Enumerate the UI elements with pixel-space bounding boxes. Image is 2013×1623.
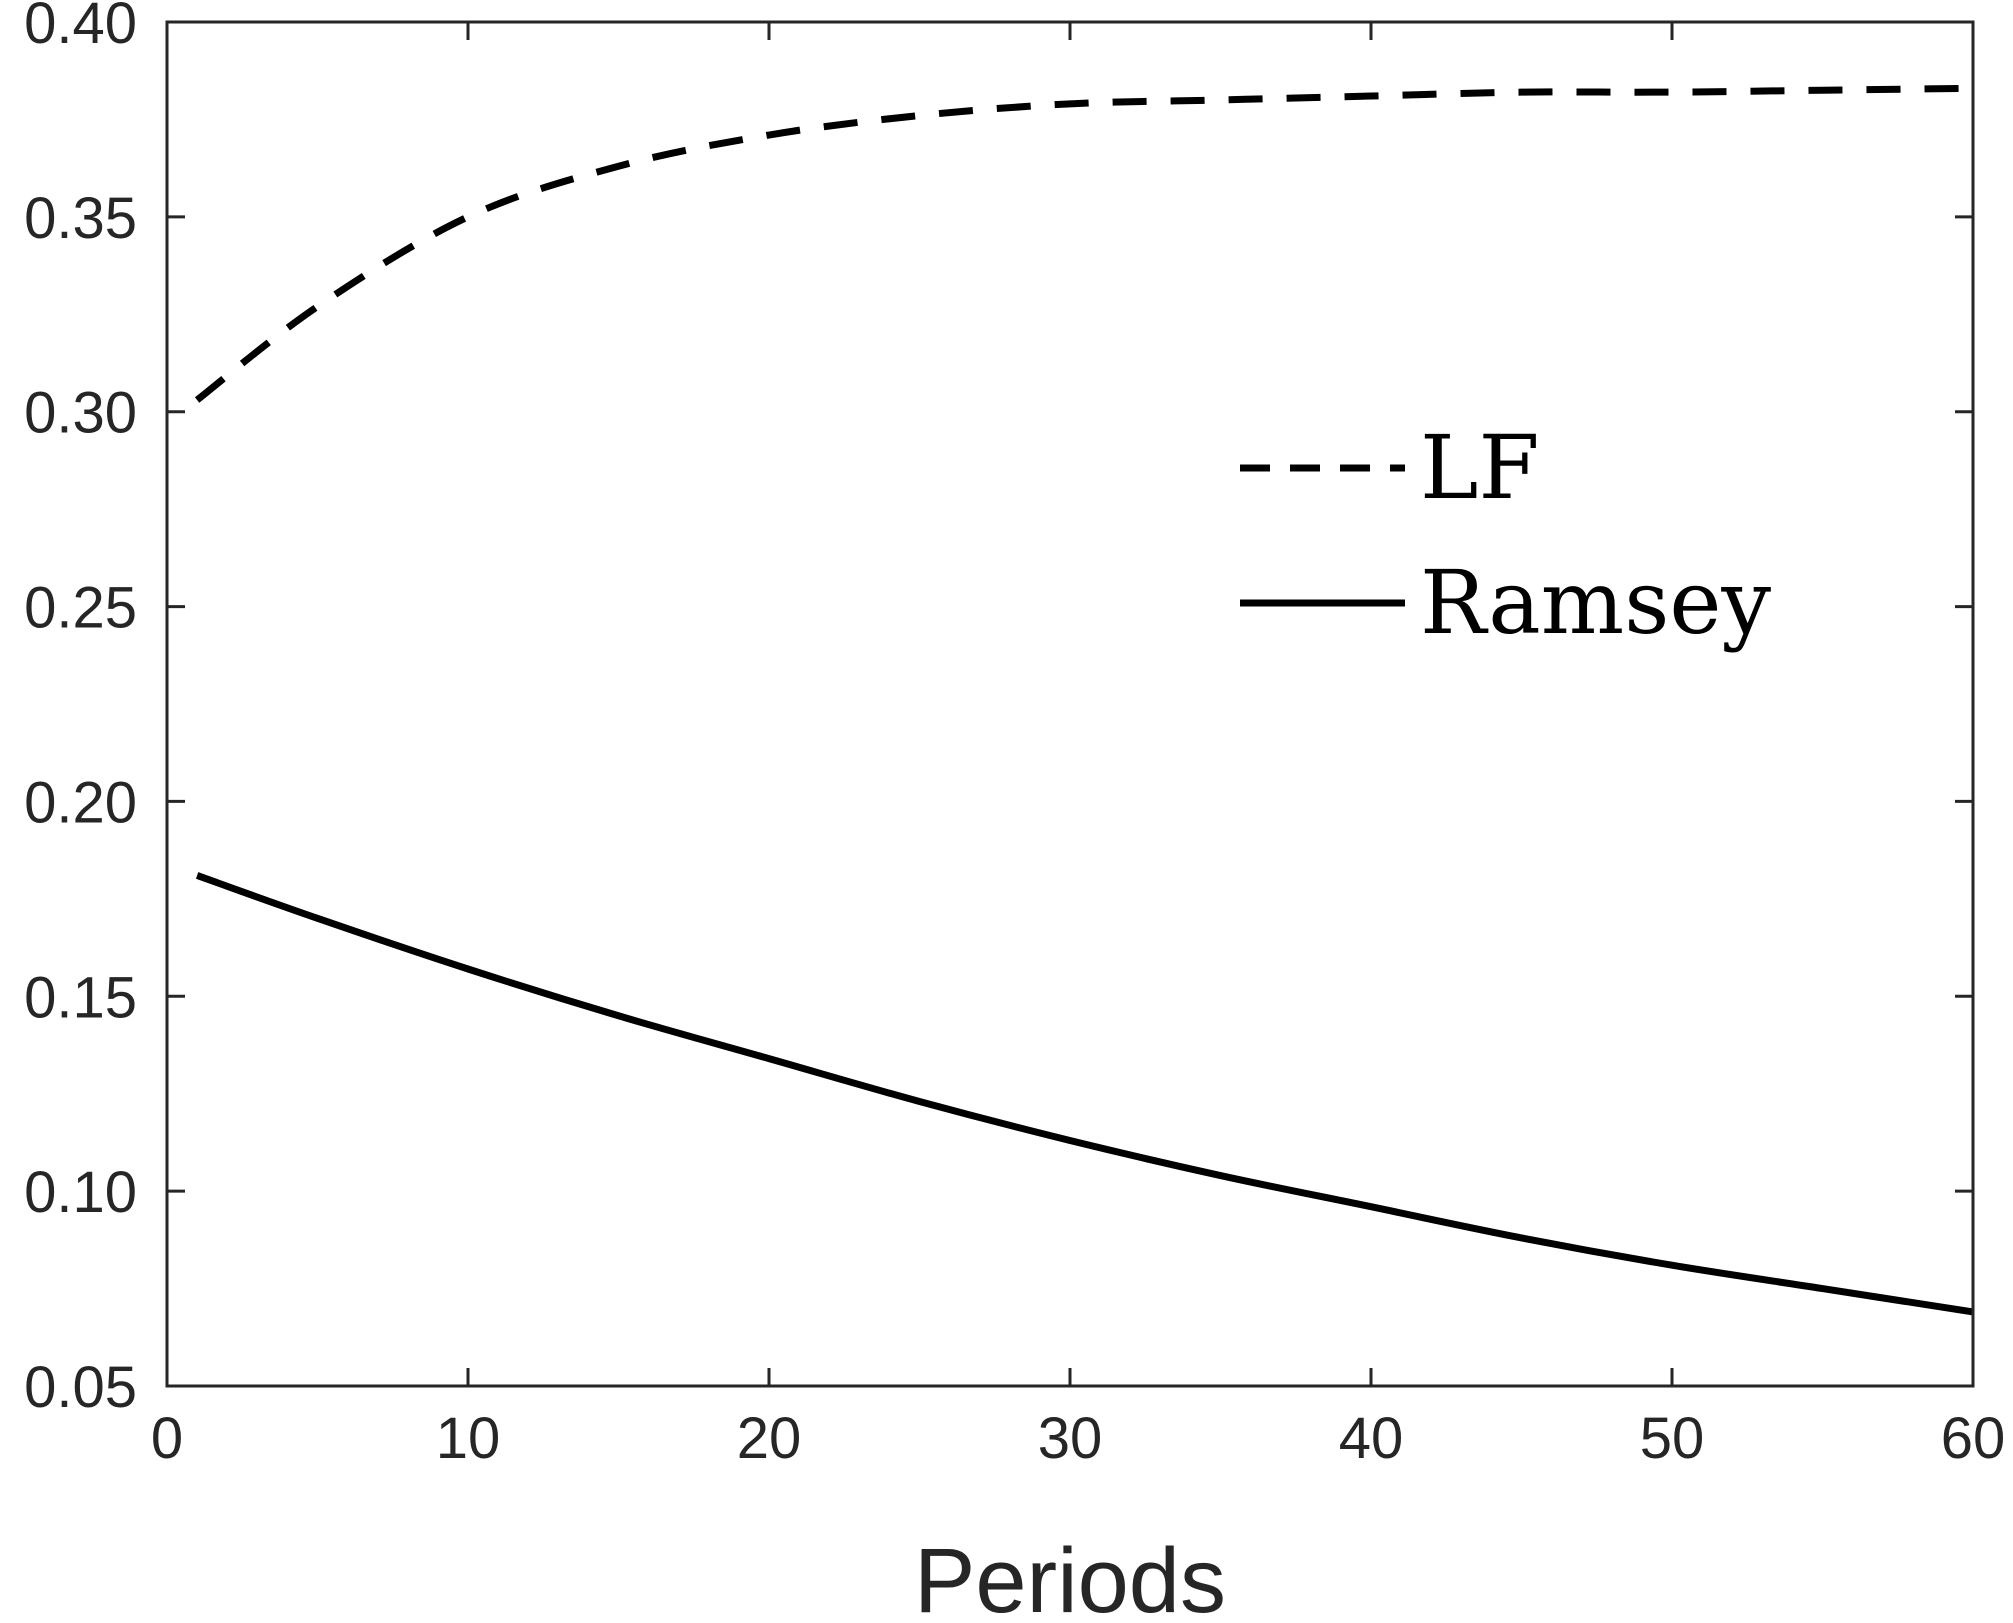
y-tick-label: 0.40 bbox=[24, 0, 137, 56]
legend-label-lf: LF bbox=[1420, 416, 1540, 519]
plot-area-frame bbox=[165, 20, 1975, 1388]
y-tick-label: 0.10 bbox=[24, 1160, 137, 1225]
legend: LF Ramsey bbox=[1240, 416, 1771, 654]
x-tick-label: 60 bbox=[1941, 1406, 2006, 1471]
x-tick-label: 50 bbox=[1640, 1406, 1705, 1471]
y-tick-label: 0.20 bbox=[24, 770, 137, 835]
x-axis-label: Periods bbox=[914, 1530, 1226, 1623]
x-tick-label: 20 bbox=[737, 1406, 802, 1471]
y-tick-label: 0.25 bbox=[24, 576, 137, 641]
y-tick-label: 0.30 bbox=[24, 381, 137, 446]
x-tick-label: 40 bbox=[1339, 1406, 1404, 1471]
x-tick-label: 10 bbox=[436, 1406, 501, 1471]
y-tick-label: 0.15 bbox=[24, 965, 137, 1030]
x-tick-label: 30 bbox=[1038, 1406, 1103, 1471]
tick-labels: 0 10 20 30 40 50 60 0.05 0.10 0.15 0.20 0.25 0.30 0.3… bbox=[24, 0, 2005, 1471]
axis-ticks bbox=[165, 20, 1975, 1388]
y-tick-label: 0.05 bbox=[24, 1355, 137, 1420]
x-tick-label: 0 bbox=[151, 1406, 183, 1471]
series-line-ramsey bbox=[195, 872, 1974, 1316]
legend-label-ramsey: Ramsey bbox=[1420, 551, 1771, 654]
series-lines bbox=[194, 84, 1974, 1316]
y-tick-label: 0.35 bbox=[24, 186, 137, 251]
series-line-lf bbox=[194, 84, 1974, 403]
